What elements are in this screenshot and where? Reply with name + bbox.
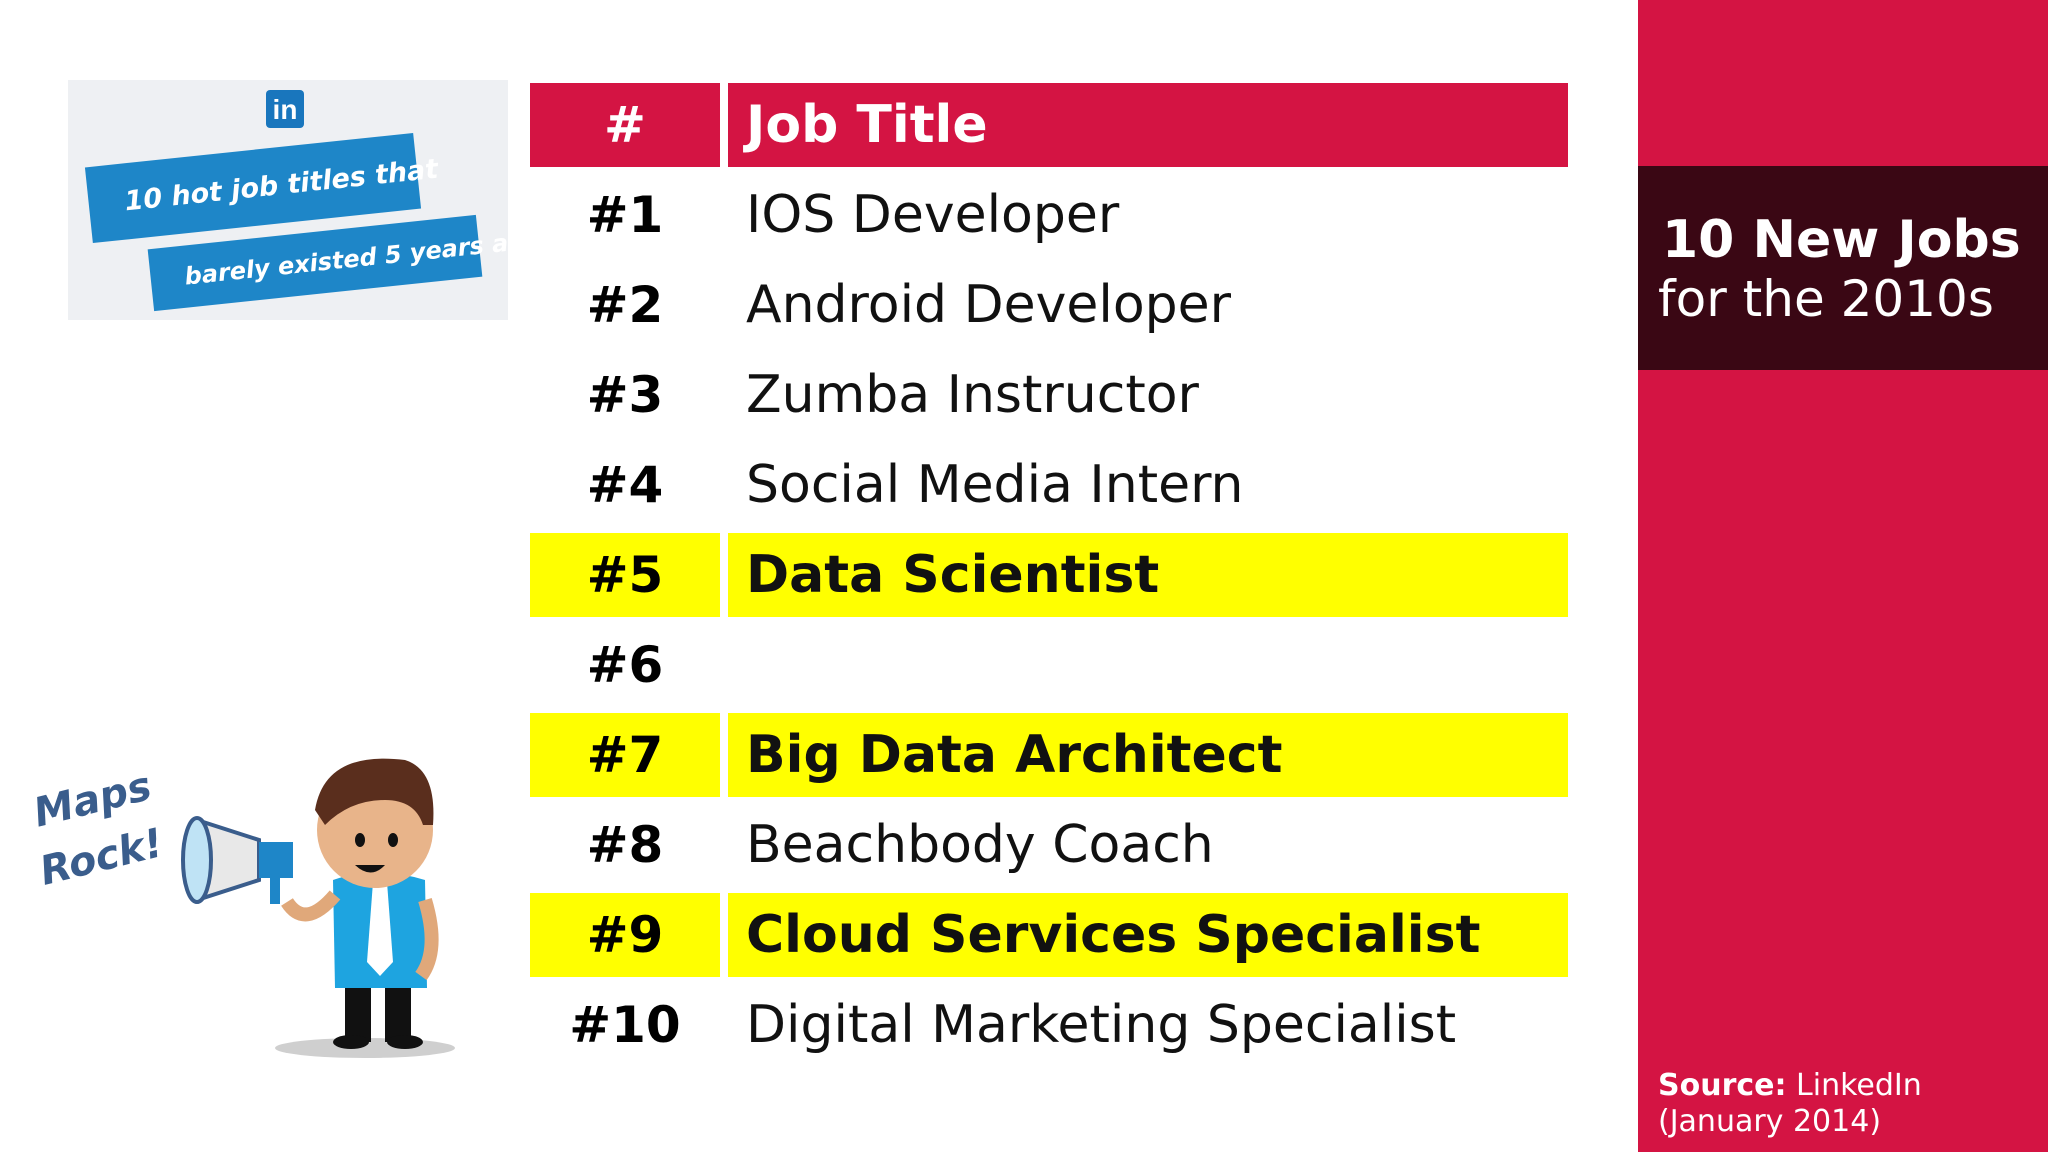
row-job-title: IOS Developer (746, 185, 1120, 245)
side-title: 10 New Jobs (1662, 210, 2021, 270)
linkedin-badge-image: in 10 hot job titles that barely existed… (68, 80, 543, 320)
row-job-title: Data Scientist (728, 533, 1568, 617)
megaphone-man-illustration (181, 758, 455, 1058)
row-job-title (728, 623, 1568, 707)
row-job-title: Android Developer (746, 275, 1232, 335)
row-rank: #7 (530, 713, 720, 797)
row-rank: #10 (569, 996, 681, 1054)
row-job-title: Zumba Instructor (746, 365, 1199, 425)
row-rank: #6 (586, 636, 664, 694)
row-rank: #2 (586, 276, 664, 334)
row-job-title: Beachbody Coach (746, 815, 1214, 875)
row-rank: #4 (586, 456, 664, 514)
source-value: LinkedIn (1796, 1068, 1922, 1103)
header-job-title: Job Title (728, 83, 1568, 167)
maps-rock-caption: Maps Rock! (28, 757, 172, 898)
row-rank: #9 (530, 893, 720, 977)
linkedin-logo-icon: in (266, 90, 304, 128)
side-panel: 10 New Jobs for the 2010s Source: Linked… (1638, 0, 2048, 1152)
source-note: Source: LinkedIn (January 2014) (1658, 1068, 1922, 1140)
source-date: (January 2014) (1658, 1104, 1882, 1139)
row-job-title: Big Data Architect (728, 713, 1568, 797)
megaphone-icon (181, 816, 293, 904)
row-job-title: Cloud Services Specialist (728, 893, 1568, 977)
side-subtitle: for the 2010s (1658, 270, 1994, 328)
row-rank: #3 (586, 366, 664, 424)
row-job-title: Digital Marketing Specialist (746, 995, 1457, 1055)
row-job-title: Social Media Intern (746, 455, 1244, 515)
side-title-box: 10 New Jobs for the 2010s (1638, 166, 2048, 370)
row-rank: #5 (530, 533, 720, 617)
row-rank: #1 (586, 186, 664, 244)
row-rank: #8 (586, 816, 664, 874)
header-num: # (530, 83, 720, 167)
source-label: Source: (1658, 1068, 1787, 1103)
